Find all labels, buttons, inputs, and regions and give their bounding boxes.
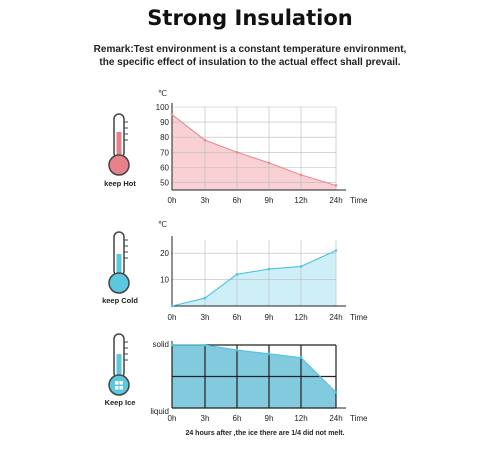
hot-area-fill: [172, 114, 336, 190]
cold-series-line: [171, 250, 337, 307]
cold-xtick-0: 0h: [168, 313, 177, 322]
ice-xlabel: Time: [350, 414, 368, 423]
remark-line-1: Remark:Test environment is a constant te…: [93, 44, 407, 55]
cold-point-2: [235, 273, 239, 276]
hot-xtick-0: 0h: [168, 196, 177, 205]
ice-point-5: [334, 390, 338, 394]
ice-ytick-0: liquid: [150, 407, 169, 416]
cold-ylabel: ℃: [158, 220, 167, 229]
icon-label-ice: Keep Ice: [104, 398, 136, 407]
cold-point-3: [267, 267, 271, 271]
hot-xtick-4: 12h: [294, 196, 307, 205]
cold-point-0: [170, 304, 174, 308]
hot-point-5: [334, 184, 338, 187]
cold-xtick-5: 24h: [329, 313, 342, 322]
hot-xtick-3: 9h: [265, 196, 274, 205]
hot-point-2: [235, 150, 239, 154]
hot-point-0: [170, 113, 174, 116]
cold-xtick-2: 6h: [233, 313, 242, 322]
ice-chart-note: 24 hours after ,the ice there are 1/4 di…: [185, 430, 345, 437]
ice-point-0: [170, 343, 174, 347]
cold-point-5: [334, 249, 338, 252]
ice-point-3: [267, 352, 271, 356]
cold-ytick-0: 10: [160, 276, 169, 285]
thermometer-hot-icon: [104, 112, 134, 183]
icon-label-cold: keep Cold: [102, 296, 138, 305]
hot-xtick-5: 24h: [329, 196, 342, 205]
ice-xtick-2: 6h: [233, 414, 242, 423]
cold-xtick-4: 12h: [294, 313, 307, 322]
ice-xtick-4: 12h: [294, 414, 307, 423]
hot-series-line: [171, 114, 337, 186]
ice-xtick-0: 0h: [168, 414, 177, 423]
hot-point-1: [203, 138, 207, 142]
ice-point-4: [299, 356, 303, 359]
ice-xtick-1: 3h: [201, 414, 210, 423]
cold-point-4: [299, 265, 303, 268]
hot-ytick-4: 90: [160, 118, 169, 127]
cold-ytick-1: 20: [160, 249, 169, 258]
icon-label-hot: keep Hot: [104, 179, 136, 188]
hot-point-3: [267, 161, 271, 165]
remark-line-2: the specific effect of insulation to the…: [99, 57, 401, 68]
hot-xtick-1: 3h: [201, 196, 210, 205]
hot-ylabel: ℃: [158, 89, 167, 98]
page-title: Strong Insulation: [147, 6, 353, 30]
hot-ytick-5: 100: [156, 103, 170, 112]
hot-point-4: [299, 173, 303, 177]
hot-xtick-2: 6h: [233, 196, 242, 205]
hot-ytick-1: 60: [160, 163, 169, 172]
ice-xtick-3: 9h: [265, 414, 274, 423]
cold-area-fill: [172, 250, 336, 306]
cold-xtick-3: 9h: [265, 313, 274, 322]
ice-ytick-1: solid: [153, 340, 169, 349]
ice-point-2: [235, 348, 239, 352]
ice-point-1: [203, 343, 207, 347]
thermometer-cold-icon: [104, 230, 134, 301]
cold-xtick-1: 3h: [201, 313, 210, 322]
cold-point-1: [203, 296, 207, 300]
cold-xlabel: Time: [350, 313, 368, 322]
thermometer-ice-icon: [104, 332, 134, 403]
ice-series-line: [172, 344, 337, 393]
hot-ytick-2: 70: [160, 148, 169, 157]
hot-xlabel: Time: [350, 196, 368, 205]
ice-xtick-5: 24h: [329, 414, 342, 423]
hot-ytick-0: 50: [160, 178, 169, 187]
hot-ytick-3: 80: [160, 133, 169, 142]
